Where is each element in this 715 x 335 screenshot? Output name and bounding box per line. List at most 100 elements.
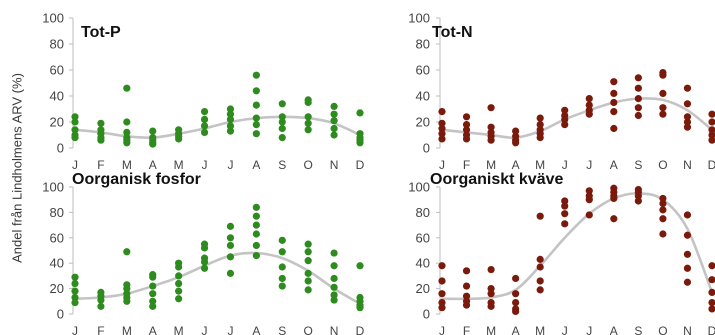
data-point (278, 118, 286, 126)
data-point (356, 139, 364, 147)
data-point (149, 290, 157, 298)
x-tick-label: A (149, 324, 157, 335)
x-tick-label: F (97, 158, 104, 172)
data-point (330, 262, 338, 270)
data-point (97, 119, 105, 127)
data-point (512, 298, 520, 307)
x-tick-label: D (356, 158, 365, 172)
data-point (610, 124, 618, 133)
x-tick-label: S (278, 158, 286, 172)
data-point (536, 114, 544, 122)
data-point (278, 248, 286, 256)
data-point (536, 134, 544, 142)
y-tick-label: 80 (416, 205, 430, 220)
data-point (659, 215, 667, 223)
data-point (438, 290, 446, 298)
x-tick-label: M (122, 324, 132, 335)
y-tick-label: 40 (50, 89, 64, 104)
x-tick-label: S (634, 324, 642, 335)
data-point (512, 307, 520, 316)
data-point (200, 244, 209, 252)
data-point (123, 139, 131, 147)
data-point (149, 127, 157, 135)
data-point (123, 248, 131, 256)
data-point (175, 279, 183, 288)
data-point (462, 292, 471, 300)
data-point (252, 212, 260, 220)
data-point (278, 274, 286, 283)
data-point (330, 110, 338, 118)
x-tick-label: J (227, 158, 233, 172)
data-point (561, 121, 569, 129)
data-point (683, 231, 692, 239)
data-point (634, 84, 642, 92)
x-tick-label: N (330, 324, 339, 335)
data-point (708, 305, 715, 313)
data-point (226, 110, 235, 118)
data-point (304, 240, 312, 248)
panel-title: Tot-P (81, 24, 121, 41)
data-point (304, 257, 312, 265)
data-point (585, 95, 593, 103)
data-point (200, 128, 209, 136)
data-point (683, 264, 692, 272)
x-tick-label: M (174, 324, 184, 335)
x-tick-label: D (356, 324, 365, 335)
data-point (487, 285, 495, 293)
x-tick-label: F (97, 324, 104, 335)
x-tick-label: J (202, 158, 208, 172)
data-point (175, 263, 183, 271)
data-point (561, 106, 569, 114)
data-point (708, 131, 715, 139)
data-point (252, 130, 260, 138)
data-point (175, 272, 183, 280)
data-point (659, 206, 667, 214)
data-point (123, 297, 131, 305)
x-tick-label: J (439, 158, 445, 172)
data-point (278, 134, 286, 142)
data-point (71, 287, 79, 295)
data-point (512, 127, 520, 135)
data-point (304, 269, 312, 277)
data-point (683, 113, 692, 121)
data-point (252, 87, 260, 95)
y-tick-label: 0 (57, 141, 64, 156)
chart-panel: 0 20 40 60 80 100 J F M A M J J A S O N D Oorganisk fosfor (42, 171, 364, 335)
data-point (304, 119, 312, 127)
x-tick-label: J (227, 324, 233, 335)
data-point (123, 128, 131, 136)
data-point (585, 101, 593, 109)
data-point (708, 276, 715, 284)
data-point (561, 210, 569, 218)
data-point (356, 304, 364, 312)
data-point (330, 283, 338, 291)
data-point (278, 100, 286, 108)
data-point (175, 295, 183, 303)
data-point (278, 113, 286, 121)
data-point (462, 282, 471, 290)
data-point (226, 269, 235, 277)
data-point (226, 105, 235, 113)
data-point (330, 274, 338, 283)
data-point (438, 119, 446, 127)
data-point (536, 212, 544, 220)
data-point (634, 74, 642, 82)
data-point (71, 118, 79, 126)
data-point (536, 121, 544, 129)
data-point (149, 140, 157, 148)
x-tick-label: N (330, 158, 339, 172)
data-point (610, 108, 618, 116)
data-point (659, 104, 667, 112)
y-tick-label: 0 (57, 307, 64, 322)
x-tick-label: A (610, 324, 618, 335)
y-tick-label: 100 (42, 11, 64, 26)
data-point (71, 134, 79, 142)
x-tick-label: A (512, 158, 520, 172)
data-point (71, 126, 79, 134)
data-point (149, 302, 157, 310)
data-point (149, 297, 157, 305)
data-point (512, 139, 520, 147)
x-tick-label: F (463, 324, 470, 335)
data-point (708, 126, 715, 134)
